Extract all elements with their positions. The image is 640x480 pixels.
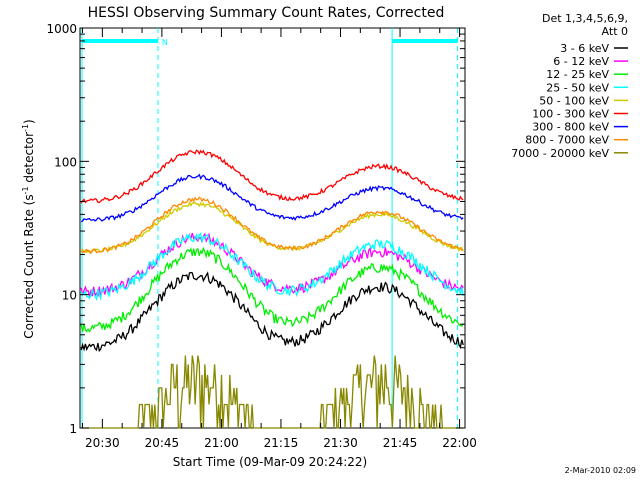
legend-item-7000-20000-kev: 7000 - 20000 keV	[511, 147, 628, 160]
legend-label: 300 - 800 keV	[532, 121, 609, 134]
x-tick-label: 20:45	[145, 436, 180, 450]
x-axis-label: Start Time (09-Mar-09 20:24:22)	[173, 455, 367, 469]
series-7000-20000-kev	[81, 355, 464, 429]
y-axis-label-main: Corrected Count Rate (s	[22, 194, 36, 338]
series-line-6-12-kev	[80, 232, 464, 298]
x-tick-label: 21:45	[383, 436, 418, 450]
y-axis-label: Corrected Count Rate (s-1 detector-1)	[21, 119, 36, 338]
x-tick-label: 21:30	[323, 436, 358, 450]
series-line-3-6-kev	[80, 271, 464, 353]
series-6-12-kev	[80, 232, 464, 298]
y-axis-label-sup2: -1	[21, 124, 30, 132]
legend-label: 50 - 100 keV	[539, 94, 609, 107]
y-tick-label: 1	[69, 422, 77, 436]
legend-label: 3 - 6 keV	[560, 42, 609, 55]
legend-header-attenuator: Att 0	[602, 25, 628, 38]
x-tick-label: 20:30	[85, 436, 120, 450]
y-tick-label: 10	[62, 289, 77, 303]
series-100-300-kev	[80, 149, 464, 204]
night-label: N	[162, 38, 168, 47]
x-tick-label: 21:15	[264, 436, 299, 450]
series-line-300-800-kev	[80, 173, 464, 223]
y-axis-label-sup1: -1	[21, 186, 30, 194]
series-line-100-300-kev	[80, 149, 464, 204]
legend-label: 800 - 7000 keV	[525, 134, 609, 147]
series-800-7000-kev	[80, 196, 464, 255]
y-axis-label-mid: detector	[22, 132, 36, 187]
legend-label: 7000 - 20000 keV	[511, 147, 609, 160]
y-axis-label-end: )	[22, 119, 36, 124]
series-layer	[80, 149, 464, 429]
legend-label: 100 - 300 keV	[532, 108, 609, 121]
legend-item-25-50-kev: 25 - 50 keV	[546, 81, 628, 94]
series-line-12-25-kev	[80, 246, 464, 333]
legend-label: 12 - 25 keV	[546, 68, 609, 81]
legend-header-detectors: Det 1,3,4,5,6,9,	[542, 12, 628, 25]
series-3-6-kev	[80, 271, 464, 353]
legend-label: 25 - 50 keV	[546, 81, 609, 94]
series-line-800-7000-kev	[80, 196, 464, 255]
x-axis: 20:30 20:45 21:00 21:15 21:30 21:45 22:00	[82, 28, 477, 450]
x-tick-label: 22:00	[442, 436, 477, 450]
y-axis: 1 10 100 1000	[46, 22, 465, 436]
legend-item-6-12-kev: 6 - 12 keV	[553, 55, 628, 68]
y-tick-label: 1000	[46, 22, 77, 36]
legend-label: 6 - 12 keV	[553, 55, 609, 68]
chart-title: HESSI Observing Summary Count Rates, Cor…	[88, 5, 445, 21]
series-line-7000-20000-kev	[81, 355, 464, 429]
series-12-25-kev	[80, 246, 464, 333]
night-markers: N	[81, 28, 459, 428]
legend-item-300-800-kev: 300 - 800 keV	[532, 121, 628, 134]
legend-item-50-100-kev: 50 - 100 keV	[539, 94, 628, 107]
legend-item-3-6-kev: 3 - 6 keV	[560, 42, 628, 55]
y-tick-label: 100	[54, 155, 77, 169]
x-tick-label: 21:00	[204, 436, 239, 450]
legend-item-12-25-kev: 12 - 25 keV	[546, 68, 628, 81]
legend-item-100-300-kev: 100 - 300 keV	[532, 108, 628, 121]
series-300-800-kev	[80, 173, 464, 223]
legend-item-800-7000-kev: 800 - 7000 keV	[525, 134, 628, 147]
plot-frame	[79, 27, 466, 429]
series-line-25-50-kev	[80, 232, 464, 301]
footer-timestamp: 2-Mar-2010 02:09	[565, 466, 636, 475]
series-25-50-kev	[80, 232, 464, 301]
